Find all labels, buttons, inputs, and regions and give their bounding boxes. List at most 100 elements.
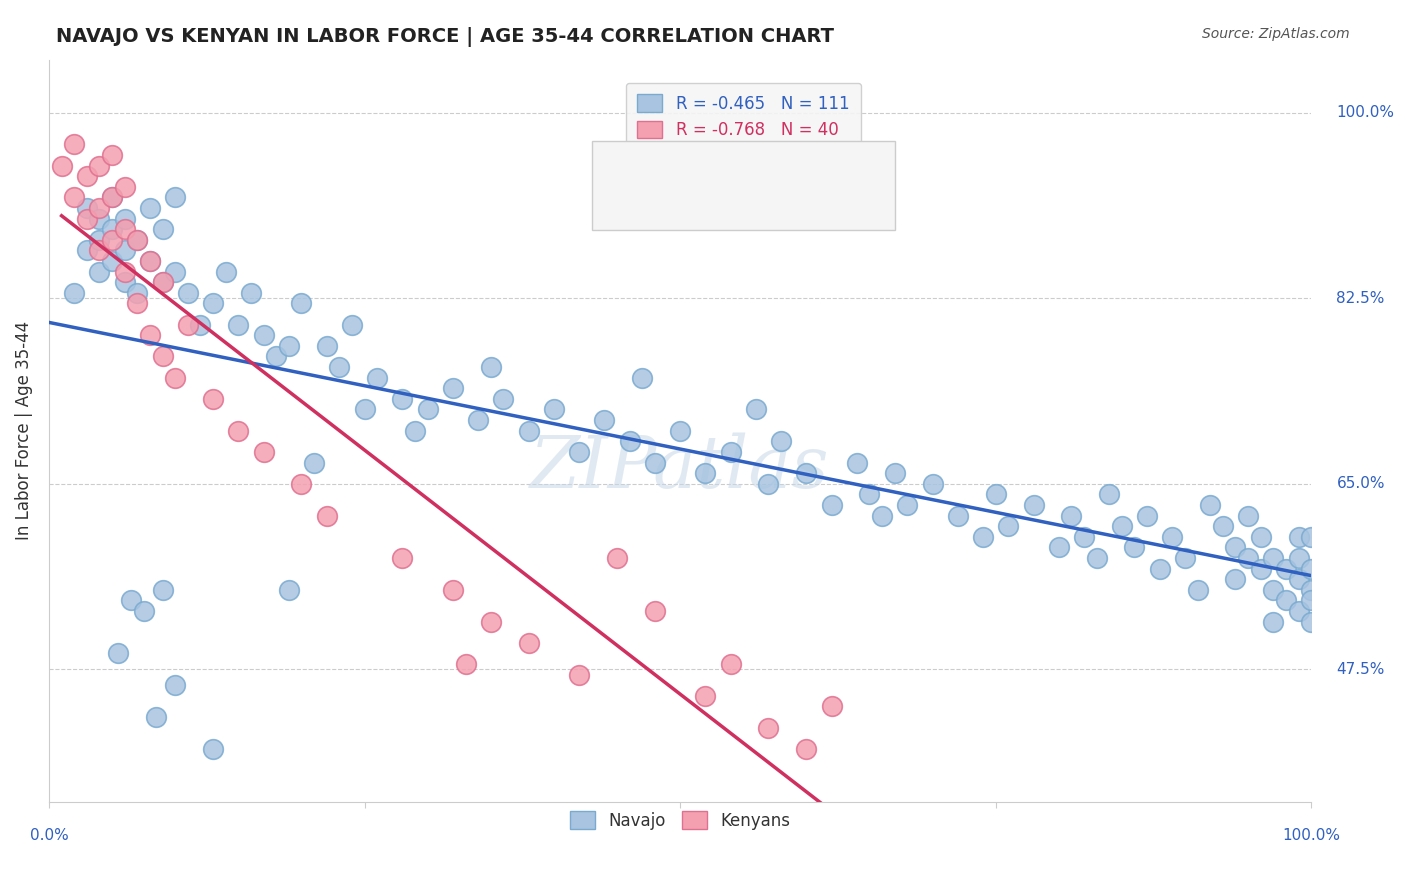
Point: [76, 201, 98, 215]
Point: [226, 318, 249, 332]
Text: 0.0%: 0.0%: [30, 829, 69, 843]
Point: [1301, 530, 1323, 544]
Point: [302, 456, 325, 470]
Point: [644, 456, 666, 470]
Point: [76, 169, 98, 184]
Point: [340, 318, 363, 332]
Point: [441, 582, 464, 597]
Text: 47.5%: 47.5%: [1337, 662, 1385, 677]
Point: [416, 402, 439, 417]
Point: [467, 413, 489, 427]
Point: [165, 265, 187, 279]
Point: [479, 360, 502, 375]
Point: [543, 402, 565, 417]
Point: [517, 424, 540, 438]
Point: [165, 190, 187, 204]
Point: [139, 201, 162, 215]
Point: [215, 265, 238, 279]
Point: [145, 710, 167, 724]
Point: [695, 689, 717, 703]
Point: [1212, 519, 1234, 533]
Point: [858, 487, 880, 501]
Point: [1111, 519, 1133, 533]
Point: [619, 434, 641, 449]
Point: [114, 222, 136, 236]
Point: [353, 402, 375, 417]
Point: [492, 392, 515, 406]
Point: [152, 275, 174, 289]
FancyBboxPatch shape: [592, 141, 894, 230]
Point: [1047, 541, 1070, 555]
Point: [315, 508, 337, 523]
Text: 100.0%: 100.0%: [1282, 829, 1340, 843]
Point: [202, 392, 225, 406]
Point: [1288, 604, 1310, 618]
Point: [1263, 582, 1285, 597]
Point: [127, 285, 149, 300]
Point: [63, 285, 86, 300]
Point: [114, 244, 136, 258]
Point: [226, 424, 249, 438]
Point: [1250, 530, 1272, 544]
Point: [152, 350, 174, 364]
Point: [139, 328, 162, 343]
Point: [946, 508, 969, 523]
Point: [177, 318, 200, 332]
Point: [107, 646, 129, 660]
Point: [63, 137, 86, 152]
Point: [1149, 561, 1171, 575]
Point: [845, 456, 868, 470]
Text: Source: ZipAtlas.com: Source: ZipAtlas.com: [1202, 27, 1350, 41]
Point: [290, 476, 312, 491]
Point: [127, 233, 149, 247]
Point: [1225, 572, 1247, 586]
Point: [745, 402, 768, 417]
Point: [454, 657, 477, 671]
Point: [1022, 498, 1045, 512]
Point: [1301, 561, 1323, 575]
Point: [770, 434, 793, 449]
Point: [870, 508, 893, 523]
Point: [328, 360, 350, 375]
Point: [114, 275, 136, 289]
Point: [101, 148, 124, 162]
Point: [1060, 508, 1083, 523]
Point: [1288, 530, 1310, 544]
Point: [758, 476, 780, 491]
Point: [1174, 550, 1197, 565]
Point: [1288, 572, 1310, 586]
Point: [1301, 582, 1323, 597]
Point: [606, 550, 628, 565]
Point: [63, 190, 86, 204]
Point: [1263, 550, 1285, 565]
Point: [114, 211, 136, 226]
Point: [127, 296, 149, 310]
Point: [720, 657, 742, 671]
Text: 82.5%: 82.5%: [1337, 291, 1385, 306]
Point: [202, 741, 225, 756]
Point: [89, 159, 111, 173]
Point: [89, 265, 111, 279]
Point: [89, 233, 111, 247]
Point: [1136, 508, 1159, 523]
Point: [152, 275, 174, 289]
Point: [101, 190, 124, 204]
Point: [1288, 550, 1310, 565]
Point: [984, 487, 1007, 501]
Point: [89, 244, 111, 258]
Point: [76, 244, 98, 258]
Point: [127, 233, 149, 247]
Point: [114, 265, 136, 279]
Point: [76, 211, 98, 226]
Point: [631, 370, 654, 384]
Point: [1275, 593, 1298, 607]
Point: [1225, 541, 1247, 555]
Point: [568, 667, 591, 681]
Point: [644, 604, 666, 618]
Point: [820, 498, 842, 512]
Text: ZIPatlas: ZIPatlas: [530, 433, 830, 503]
Point: [391, 392, 413, 406]
Point: [883, 466, 905, 480]
Point: [1098, 487, 1121, 501]
Point: [202, 296, 225, 310]
